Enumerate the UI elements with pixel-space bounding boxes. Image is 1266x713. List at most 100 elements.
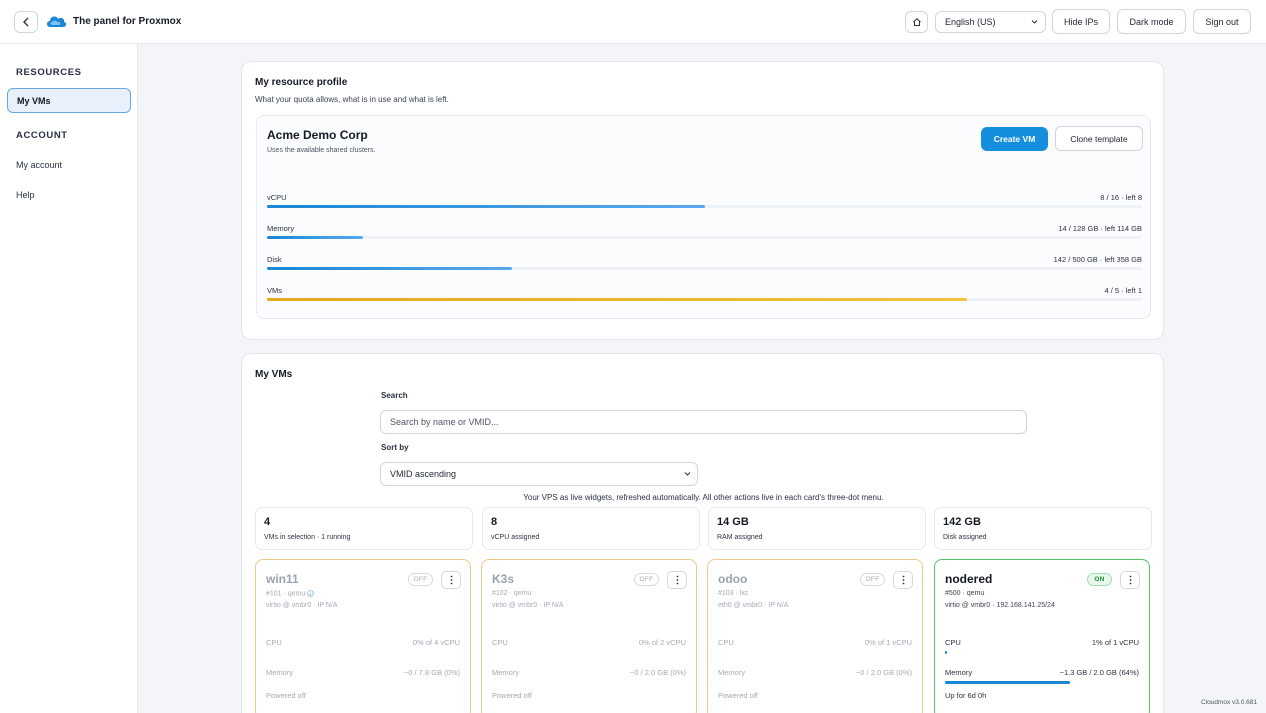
vm-card-odoo[interactable]: odoo #103 · lxc eth0 @ vmbr0 · IP N/A OFF CP… xyxy=(707,559,923,713)
sidebar-item-label: Help xyxy=(16,189,35,200)
vm-cpu-label: CPU xyxy=(492,638,508,647)
vm-meta: #101 · qemu xyxy=(266,590,314,597)
widgets-hint: Your VPS as live widgets, refreshed auto… xyxy=(523,493,884,502)
stat-label: vCPU assigned xyxy=(491,534,540,541)
vm-name: win11 xyxy=(266,572,299,586)
home-button[interactable] xyxy=(905,11,928,33)
vm-id-type: #101 · qemu xyxy=(266,590,306,598)
quota-value: 8 / 16 · left 8 xyxy=(1100,193,1142,202)
quota-label: Memory xyxy=(267,224,295,233)
sidebar: RESOURCES My VMs ACCOUNT My account Help xyxy=(0,44,138,713)
stat-card: 14 GB RAM assigned xyxy=(708,507,926,550)
vm-name: nodered xyxy=(945,572,993,586)
quota-track xyxy=(267,236,1142,239)
resource-profile-panel: My resource profile What your quota allo… xyxy=(241,61,1164,340)
stat-value: 142 GB xyxy=(943,516,981,528)
chevron-down-icon xyxy=(1031,20,1038,24)
vm-memory-bar xyxy=(266,681,461,684)
kebab-icon xyxy=(902,575,904,585)
vm-status-badge: OFF xyxy=(634,573,659,586)
language-value: English (US) xyxy=(945,17,996,27)
kebab-icon xyxy=(450,575,452,585)
app-title: The panel for Proxmox xyxy=(73,16,182,27)
quota-fill xyxy=(267,267,512,270)
vm-memory-value: ~0 / 2.0 GB (0%) xyxy=(855,668,912,677)
vm-status-badge: ON xyxy=(1087,573,1112,586)
vm-memory-label: Memory xyxy=(718,668,746,677)
vm-menu-button[interactable] xyxy=(893,571,913,589)
kebab-icon xyxy=(1129,575,1131,585)
stat-label: VMs in selection · 1 running xyxy=(264,534,351,541)
vm-memory-label: Memory xyxy=(266,668,294,677)
quota-value: 142 / 500 GB · left 358 GB xyxy=(1053,255,1142,264)
hide-ips-button[interactable]: Hide IPs xyxy=(1052,9,1110,34)
sidebar-item-label: My VMs xyxy=(17,95,51,106)
vm-card-win11[interactable]: win11 #101 · qemu virtio @ vmbr0 · IP N/A O… xyxy=(255,559,471,713)
quota-track xyxy=(267,267,1142,270)
sign-out-button[interactable]: Sign out xyxy=(1193,9,1251,34)
vm-meta: #103 · lxc xyxy=(718,590,748,597)
vm-menu-button[interactable] xyxy=(667,571,687,589)
resources-heading: RESOURCES xyxy=(16,67,82,78)
vm-meta: #102 · qemu xyxy=(492,590,531,597)
resource-profile-title: My resource profile xyxy=(255,77,348,88)
vm-card-k3s[interactable]: K3s #102 · qemu virtio @ vmbr0 · IP N/A OFF… xyxy=(481,559,697,713)
back-button[interactable] xyxy=(14,11,38,33)
stat-label: RAM assigned xyxy=(717,534,763,541)
quota-row-vcpu: vCPU 8 / 16 · left 8 xyxy=(267,193,1142,219)
quota-track xyxy=(267,205,1142,208)
info-icon[interactable] xyxy=(307,590,314,597)
kebab-icon xyxy=(676,575,678,585)
vm-cpu-bar xyxy=(945,651,1140,654)
vm-memory-value: ~0 / 2.0 GB (0%) xyxy=(629,668,686,677)
cloud-logo-icon xyxy=(47,16,67,27)
vm-uptime: Up for 6d 0h xyxy=(945,691,987,700)
sidebar-item-my-vms[interactable]: My VMs xyxy=(7,88,131,113)
language-select[interactable]: English (US) xyxy=(935,11,1046,33)
sidebar-item-help[interactable]: Help xyxy=(7,182,131,207)
vm-cpu-value: 0% of 2 vCPU xyxy=(638,638,686,647)
vm-card-nodered[interactable]: nodered #500 · qemu virtio @ vmbr0 · 192.1… xyxy=(934,559,1150,713)
organization-name: Acme Demo Corp xyxy=(267,128,368,142)
vm-name: K3s xyxy=(492,572,515,586)
vm-id-type: #102 · qemu xyxy=(492,590,532,597)
create-vm-button[interactable]: Create VM xyxy=(981,127,1048,151)
organization-card: Acme Demo Corp Uses the available shared… xyxy=(256,115,1151,319)
vm-cpu-fill xyxy=(945,651,947,654)
vm-menu-button[interactable] xyxy=(1120,571,1140,589)
vm-menu-button[interactable] xyxy=(441,571,461,589)
sidebar-item-label: My account xyxy=(16,159,63,170)
clone-template-button[interactable]: Clone template xyxy=(1055,126,1143,151)
vm-uptime: Powered off xyxy=(492,691,532,700)
search-label: Search xyxy=(381,391,408,400)
my-vms-title: My VMs xyxy=(255,369,293,380)
dark-mode-button[interactable]: Dark mode xyxy=(1117,9,1186,34)
vm-network: virtio @ vmbr0 · 192.168.141.25/24 xyxy=(945,602,1055,609)
vm-memory-fill xyxy=(945,681,1070,684)
vm-memory-bar xyxy=(492,681,687,684)
vm-uptime: Powered off xyxy=(718,691,758,700)
search-input[interactable] xyxy=(380,410,1027,434)
my-vms-panel: My VMs Search Sort by VMID ascending You… xyxy=(241,353,1164,713)
vm-cpu-label: CPU xyxy=(945,638,961,647)
vm-meta: #500 · qemu xyxy=(945,590,984,597)
vm-name: odoo xyxy=(718,572,748,586)
vm-memory-bar xyxy=(945,681,1140,684)
vm-cpu-value: 0% of 4 vCPU xyxy=(412,638,460,647)
version-label: Cloudmox v3.0.681 xyxy=(1200,699,1257,706)
quota-value: 4 / 5 · left 1 xyxy=(1104,286,1142,295)
vm-memory-label: Memory xyxy=(945,668,973,677)
top-bar: The panel for Proxmox English (US) Hide … xyxy=(0,0,1266,44)
back-icon xyxy=(23,17,29,27)
vm-memory-label: Memory xyxy=(492,668,520,677)
sidebar-item-my-account[interactable]: My account xyxy=(7,152,131,177)
quota-fill xyxy=(267,205,705,208)
vm-status-badge: OFF xyxy=(860,573,885,586)
stat-label: Disk assigned xyxy=(943,534,987,541)
quota-label: vCPU xyxy=(267,193,287,202)
stat-card: 4 VMs in selection · 1 running xyxy=(255,507,473,550)
vm-uptime: Powered off xyxy=(266,691,306,700)
quota-track xyxy=(267,298,1142,301)
sort-select[interactable]: VMID ascending xyxy=(380,462,698,486)
account-heading: ACCOUNT xyxy=(16,130,68,141)
